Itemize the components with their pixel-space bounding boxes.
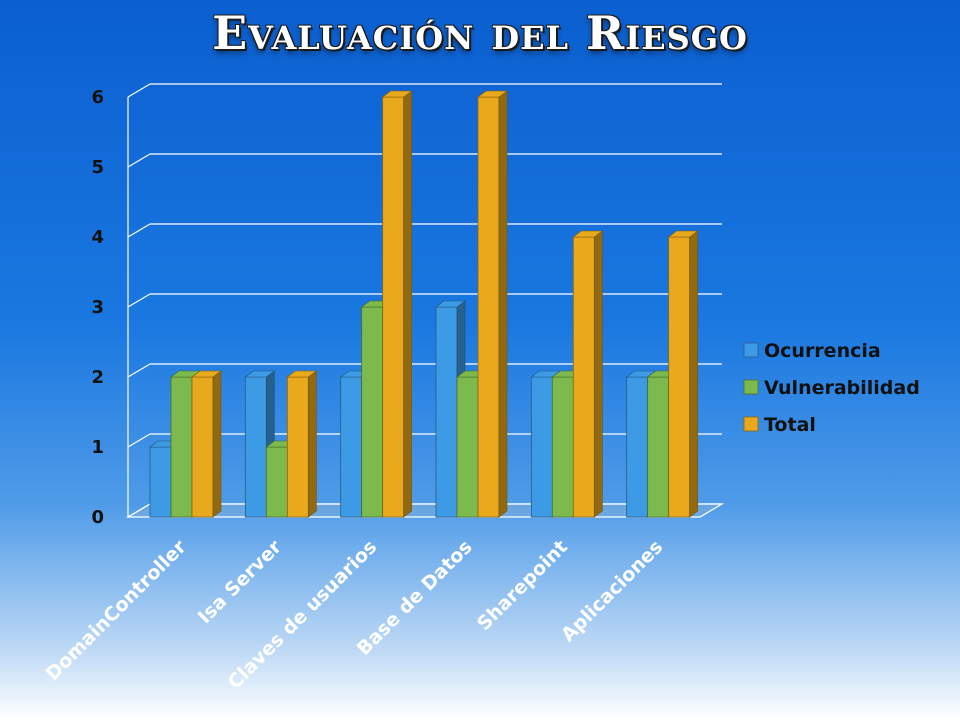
bar-side — [308, 370, 317, 518]
bar-side — [212, 370, 222, 518]
bar-front — [626, 376, 649, 518]
bar-front — [647, 376, 670, 518]
x-tick-label: Aplicaciones — [557, 536, 667, 646]
y-tick-label: 1 — [91, 437, 104, 458]
legend: Ocurrencia Vulnerabilidad Total — [743, 340, 920, 436]
gridline-side — [127, 433, 151, 448]
bar-top — [477, 90, 508, 98]
y-tick-label: 0 — [91, 507, 104, 528]
bar-front — [530, 376, 553, 518]
gridline-side — [127, 363, 151, 378]
bar-top — [572, 230, 604, 238]
bar-side — [594, 230, 603, 518]
x-tick-label: Sharepoint — [473, 536, 572, 635]
legend-swatch — [743, 342, 759, 358]
y-tick-label: 2 — [91, 367, 104, 388]
y-tick-label: 3 — [91, 297, 104, 318]
y-axis-ticks: 0 1 2 3 4 5 6 — [91, 87, 104, 528]
bar-front — [382, 96, 405, 518]
bar — [286, 370, 318, 518]
bar — [381, 90, 413, 518]
bar-front — [191, 376, 214, 518]
bar — [191, 370, 222, 518]
bar-top — [244, 370, 276, 378]
bar-front — [244, 376, 267, 518]
slide-title: Evaluación del Riesgo — [212, 6, 748, 60]
gridline-side — [127, 153, 151, 168]
bar-top — [667, 230, 699, 238]
bar-front — [265, 446, 288, 518]
legend-swatch — [743, 416, 759, 432]
y-tick-label: 6 — [91, 87, 104, 108]
bar — [572, 230, 604, 518]
y-tick-label: 4 — [91, 227, 104, 248]
bar-front — [477, 96, 500, 518]
bar — [667, 230, 699, 518]
bar-side — [498, 90, 508, 518]
bar-front — [551, 376, 574, 518]
legend-label: Ocurrencia — [764, 340, 881, 362]
bar-front — [286, 376, 309, 518]
y-tick-label: 5 — [91, 157, 104, 178]
gridline-side — [127, 293, 151, 308]
bar-front — [572, 236, 595, 518]
legend-label: Total — [764, 414, 816, 436]
bar-front — [361, 306, 384, 518]
bar-top — [435, 300, 466, 308]
x-tick-label: Isa Server — [194, 536, 287, 629]
bar-side — [689, 230, 698, 518]
bars — [149, 90, 699, 518]
gridline-side — [127, 223, 151, 238]
bar-front — [340, 376, 363, 518]
gridline-side — [127, 83, 151, 98]
legend-swatch — [743, 379, 759, 395]
x-tick-label: DomainController — [42, 536, 191, 685]
bar-front — [668, 236, 691, 518]
bar-top — [191, 370, 222, 378]
bar-top — [381, 90, 413, 98]
bar — [477, 90, 508, 518]
bar-front — [435, 306, 458, 518]
legend-label: Vulnerabilidad — [764, 377, 920, 399]
bar-front — [149, 446, 172, 518]
bar-side — [403, 90, 412, 518]
bar-top — [286, 370, 318, 378]
bar-front — [170, 376, 193, 518]
bar-front — [456, 376, 479, 518]
